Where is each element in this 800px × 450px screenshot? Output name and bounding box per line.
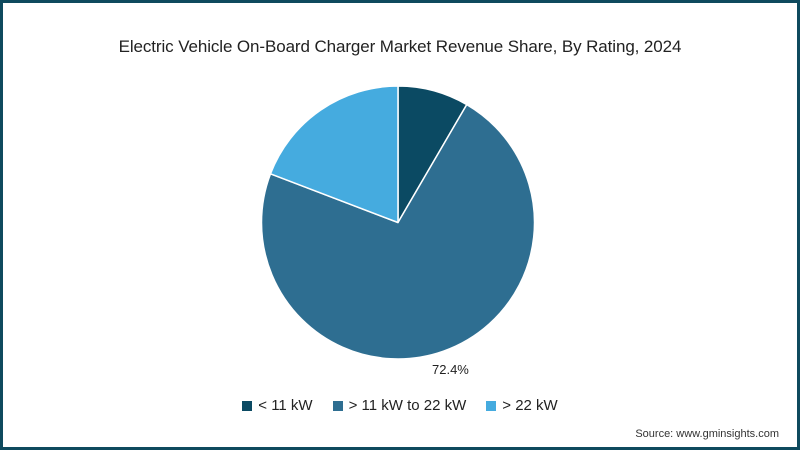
legend-item-gt-22kw: > 22 kW xyxy=(486,397,558,414)
legend-item-lt-11kw: < 11 kW xyxy=(242,397,313,414)
legend-label: > 22 kW xyxy=(502,397,558,414)
legend-swatch-icon xyxy=(486,400,497,411)
legend-label: > 11 kW to 22 kW xyxy=(348,397,467,414)
legend-swatch-icon xyxy=(332,400,343,411)
chart-title: Electric Vehicle On-Board Charger Market… xyxy=(118,37,682,56)
pie-chart xyxy=(260,85,536,360)
legend: < 11 kW > 11 kW to 22 kW > 22 kW xyxy=(3,397,797,414)
legend-swatch-icon xyxy=(242,400,253,411)
slice-label-11-to-22kw: 72.4% xyxy=(432,362,469,377)
pie-slice-11-to-22kw xyxy=(260,103,536,360)
source-note: Source: www.gminsights.com xyxy=(635,428,779,440)
legend-item-11-to-22kw: > 11 kW to 22 kW xyxy=(332,397,467,414)
legend-label: < 11 kW xyxy=(258,397,313,414)
pie-slice-gt-22kw xyxy=(269,85,399,224)
chart-frame: Electric Vehicle On-Board Charger Market… xyxy=(3,3,797,447)
